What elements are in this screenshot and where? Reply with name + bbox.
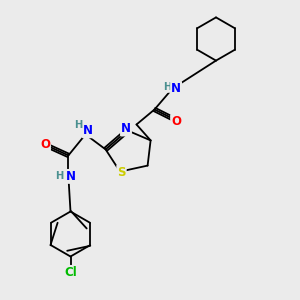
Text: N: N — [121, 122, 131, 136]
Text: O: O — [40, 137, 50, 151]
Text: H: H — [163, 82, 171, 92]
Text: H: H — [55, 171, 64, 182]
Text: H: H — [74, 120, 82, 130]
Text: O: O — [171, 115, 181, 128]
Text: N: N — [171, 82, 181, 95]
Text: N: N — [66, 170, 76, 183]
Text: N: N — [83, 124, 93, 137]
Text: S: S — [117, 166, 126, 179]
Text: Cl: Cl — [64, 266, 77, 279]
